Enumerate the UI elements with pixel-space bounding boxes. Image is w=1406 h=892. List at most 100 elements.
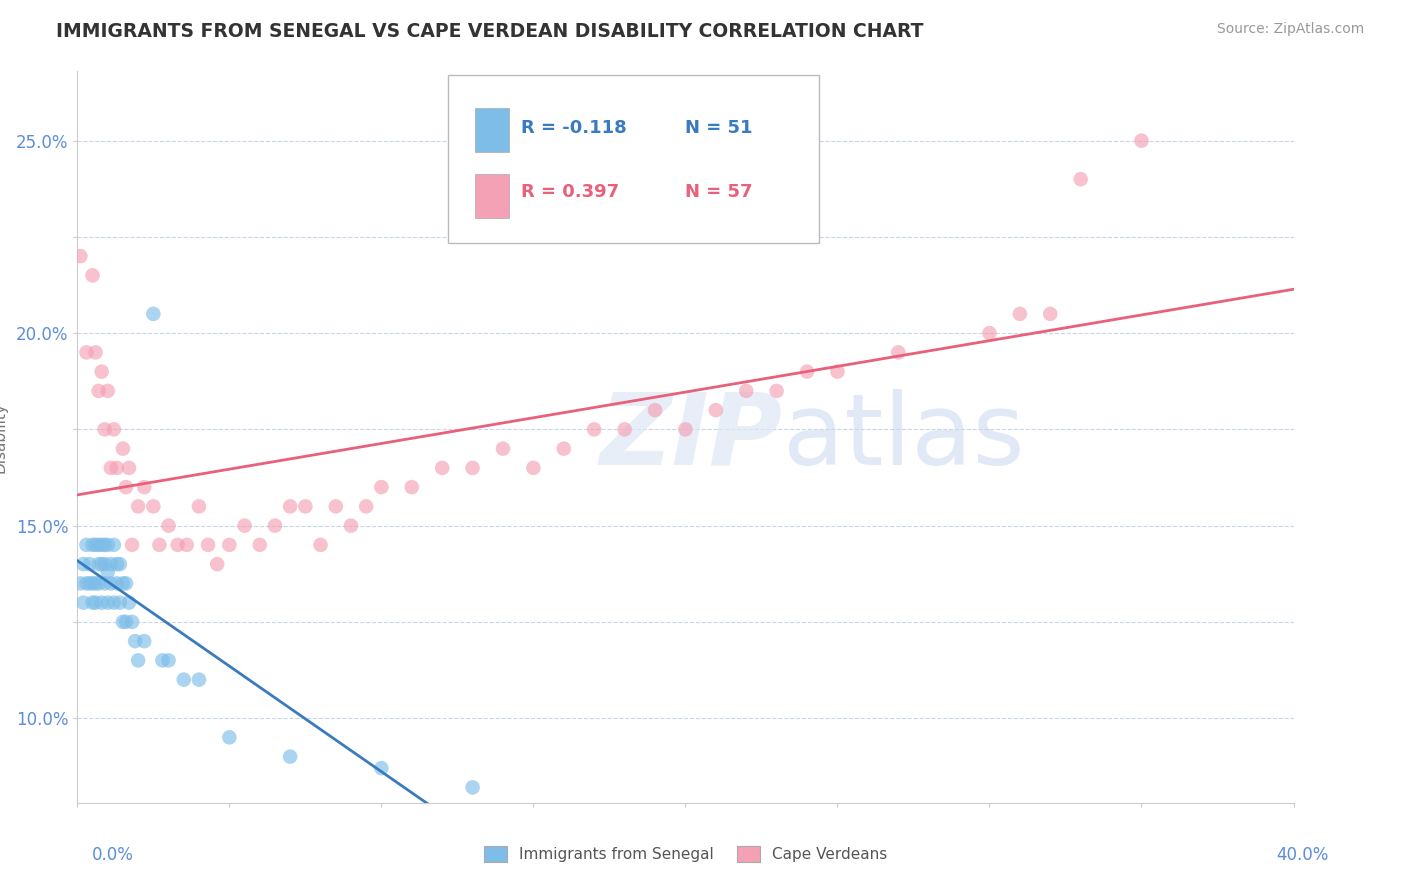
Point: [105, 461, 128, 475]
Point: [100, 557, 122, 571]
Text: Source: ZipAtlas.com: Source: ZipAtlas.com: [1216, 22, 1364, 37]
Point: [82, 538, 104, 552]
Point: [93, 557, 115, 571]
Point: [72, 557, 94, 571]
Point: [105, 557, 128, 571]
Point: [735, 384, 758, 398]
Point: [100, 576, 122, 591]
Point: [134, 634, 156, 648]
Bar: [475, 108, 509, 152]
Point: [294, 500, 316, 514]
Point: [108, 596, 131, 610]
FancyBboxPatch shape: [449, 75, 820, 244]
Point: [461, 780, 484, 795]
Point: [278, 500, 301, 514]
Point: [218, 538, 240, 552]
Point: [69, 576, 91, 591]
Point: [765, 384, 787, 398]
Point: [124, 634, 146, 648]
Point: [118, 461, 141, 475]
Point: [103, 422, 125, 436]
Point: [97, 565, 120, 579]
Point: [87, 384, 110, 398]
Point: [583, 422, 606, 436]
Point: [492, 442, 515, 456]
Point: [887, 345, 910, 359]
Point: [205, 557, 228, 571]
Point: [103, 538, 125, 552]
Point: [644, 403, 666, 417]
Point: [93, 576, 115, 591]
Point: [82, 596, 104, 610]
Point: [176, 538, 198, 552]
Text: 0.0%: 0.0%: [91, 846, 134, 863]
Point: [84, 538, 107, 552]
Point: [75, 576, 97, 591]
Point: [197, 538, 219, 552]
Point: [105, 576, 128, 591]
Text: atlas: atlas: [783, 389, 1025, 485]
Point: [152, 653, 174, 667]
Point: [115, 615, 138, 629]
Point: [148, 538, 170, 552]
Text: IMMIGRANTS FROM SENEGAL VS CAPE VERDEAN DISABILITY CORRELATION CHART: IMMIGRANTS FROM SENEGAL VS CAPE VERDEAN …: [56, 22, 924, 41]
Point: [142, 307, 165, 321]
Point: [142, 500, 165, 514]
Point: [613, 422, 636, 436]
Point: [134, 480, 156, 494]
Point: [188, 673, 211, 687]
Point: [370, 761, 392, 775]
Point: [827, 365, 849, 379]
Point: [79, 557, 101, 571]
Point: [553, 442, 575, 456]
Point: [93, 538, 115, 552]
Legend: Immigrants from Senegal, Cape Verdeans: Immigrants from Senegal, Cape Verdeans: [478, 840, 893, 868]
Point: [522, 461, 544, 475]
Point: [111, 576, 134, 591]
Point: [979, 326, 1001, 340]
Point: [1008, 307, 1031, 321]
Point: [340, 518, 363, 533]
Point: [218, 731, 240, 745]
Point: [675, 422, 697, 436]
Point: [461, 461, 484, 475]
Point: [127, 653, 149, 667]
Point: [157, 653, 180, 667]
Point: [72, 596, 94, 610]
Point: [97, 538, 120, 552]
Point: [97, 596, 120, 610]
Point: [79, 576, 101, 591]
Point: [354, 500, 377, 514]
Point: [93, 422, 115, 436]
Text: N = 57: N = 57: [686, 183, 754, 201]
Text: N = 51: N = 51: [686, 119, 754, 136]
Point: [157, 518, 180, 533]
Point: [69, 249, 91, 263]
Point: [704, 403, 727, 417]
Point: [325, 500, 347, 514]
Point: [118, 596, 141, 610]
Point: [90, 365, 112, 379]
Point: [278, 749, 301, 764]
Point: [166, 538, 188, 552]
Point: [75, 538, 97, 552]
Point: [84, 596, 107, 610]
Point: [103, 596, 125, 610]
Text: ZIP: ZIP: [600, 389, 783, 485]
Point: [75, 345, 97, 359]
Point: [430, 461, 453, 475]
Point: [264, 518, 287, 533]
Point: [111, 615, 134, 629]
Point: [100, 461, 122, 475]
Point: [84, 576, 107, 591]
Point: [115, 480, 138, 494]
Point: [370, 480, 392, 494]
Point: [115, 576, 138, 591]
Point: [796, 365, 818, 379]
Point: [90, 538, 112, 552]
Point: [309, 538, 332, 552]
Point: [87, 538, 110, 552]
Bar: [475, 174, 509, 218]
Point: [249, 538, 271, 552]
Point: [90, 596, 112, 610]
